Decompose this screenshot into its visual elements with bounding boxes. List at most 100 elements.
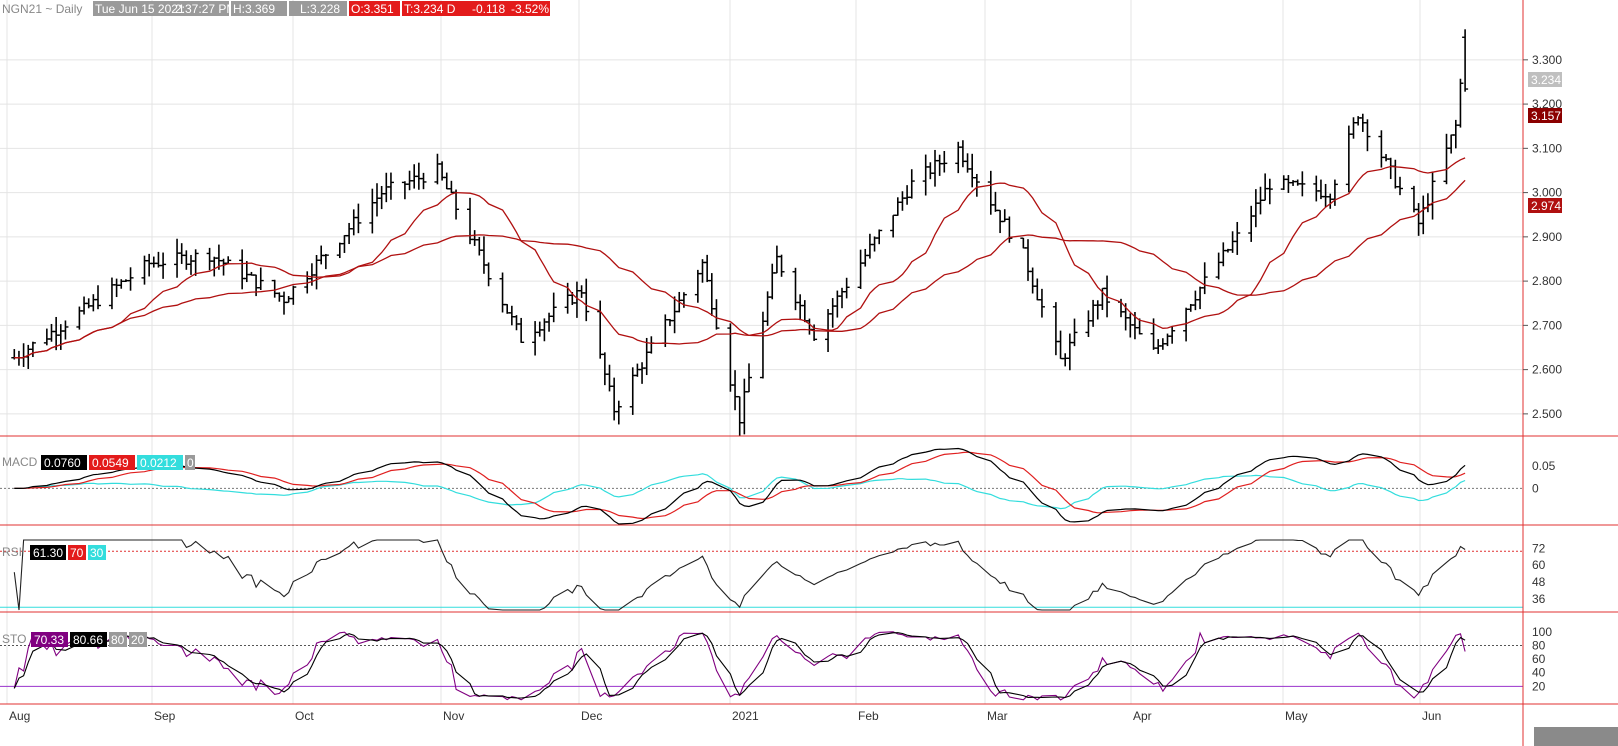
rsi-tick-label: 60 [1532, 558, 1546, 572]
ohlc-bar [1415, 203, 1422, 236]
month-label: 2021 [732, 709, 759, 723]
rsi-tick-label: 72 [1532, 541, 1546, 555]
month-label: Sep [154, 709, 176, 723]
ohlc-bar [1020, 237, 1027, 249]
ohlc-bar [1025, 239, 1031, 281]
scroll-handle[interactable] [1534, 727, 1618, 746]
ohlc-bar [671, 296, 678, 334]
ohlc-bar [973, 173, 980, 197]
month-label: Apr [1133, 709, 1152, 723]
ohlc-bar [471, 230, 478, 246]
ohlc-bar [281, 291, 287, 315]
ohlc-bar [476, 237, 483, 256]
price-tick-label: 2.800 [1532, 274, 1562, 288]
ma-fast-line [14, 157, 1466, 359]
ohlc-bar [713, 299, 720, 330]
ohlc-bar [1443, 133, 1450, 185]
sto-lower-level: 20 [131, 633, 145, 647]
ohlc-bar [211, 256, 218, 277]
ohlc-bar [146, 253, 153, 277]
ohlc-bar [1457, 78, 1464, 128]
ohlc-bar [508, 305, 515, 326]
ma-slow-label: 2.974 [1531, 199, 1561, 213]
ohlc-bar [1410, 185, 1417, 213]
ohlc-bar [1094, 300, 1101, 320]
ohlc-bar [876, 229, 883, 245]
ohlc-bar [513, 315, 520, 331]
ohlc-bar [1038, 288, 1045, 318]
ohlc-bar [206, 247, 213, 271]
macd-panel [0, 447, 1523, 525]
ohlc-bar [434, 153, 441, 185]
sto-d-value: 80.66 [73, 633, 103, 647]
ohlc-bar [160, 252, 167, 279]
macd-signal-line [14, 451, 1466, 520]
ohlc-bar [378, 186, 385, 210]
ohlc-bar [1397, 176, 1403, 196]
ohlc-bar [225, 256, 232, 264]
sto-tick-label: 40 [1532, 666, 1546, 680]
rsi-tick-label: 36 [1532, 592, 1546, 606]
ma-fast-badge: 3.157 [1528, 108, 1562, 123]
time-label: 2:37:27 PM [175, 2, 236, 16]
low-label: L:3.228 [300, 2, 340, 16]
ohlc-bar [829, 298, 836, 328]
ohlc-bar [29, 341, 36, 358]
ohlc-bar [178, 243, 185, 264]
ohlc-bar [959, 140, 966, 168]
ohlc-bar [615, 400, 622, 425]
macd-tick-label: 0.05 [1532, 459, 1556, 473]
ohlc-bar [1364, 119, 1371, 152]
ohlc-bar [443, 172, 450, 190]
ohlc-bar [1392, 159, 1399, 189]
ohlc-bar [1066, 333, 1073, 371]
ohlc-bar [1201, 262, 1208, 295]
ohlc-bar [350, 209, 357, 236]
price-tick-label: 2.700 [1532, 318, 1562, 332]
ohlc-bar [1280, 175, 1287, 191]
ohlc-bar [550, 292, 557, 323]
ohlc-bar [1420, 195, 1427, 235]
ohlc-bar [1424, 193, 1431, 213]
ohlc-bar [1331, 179, 1338, 206]
ohlc-bar [243, 261, 250, 283]
ohlc-bar [1299, 171, 1306, 197]
ohlc-bar [90, 294, 97, 312]
ohlc-bar [1429, 171, 1436, 220]
month-label: Oct [295, 709, 314, 723]
ohlc-bar [183, 250, 190, 270]
ohlc-bar [834, 290, 841, 318]
sto-d-line [13, 632, 1466, 699]
ohlc-bar [894, 197, 901, 216]
moving-averages [14, 157, 1466, 359]
ohlc-bar [48, 323, 55, 342]
ohlc-bar [387, 172, 394, 200]
month-label: May [1285, 709, 1308, 723]
ohlc-bar [857, 249, 864, 289]
ohlc-bar [518, 317, 525, 344]
ohlc-bar [1252, 189, 1259, 228]
ohlc-bar [239, 249, 246, 290]
ohlc-bar [704, 254, 711, 283]
ohlc-bar [862, 248, 869, 267]
sto-tick-label: 80 [1532, 638, 1546, 652]
ohlc-bar [1029, 267, 1036, 294]
ohlc-bar [253, 274, 260, 297]
ohlc-bar [499, 272, 506, 313]
ohlc-bar [773, 245, 780, 274]
ohlc-bar [629, 367, 636, 415]
ohlc-bar [801, 300, 808, 323]
ohlc-bar [453, 189, 460, 220]
ohlc-bar [1387, 157, 1394, 180]
ohlc-bar [95, 285, 101, 310]
grid-lines [0, 0, 1523, 704]
rsi-tick-label: 48 [1532, 575, 1546, 589]
ohlc-bar [811, 324, 818, 341]
ohlc-bar [890, 214, 897, 238]
ohlc-bar [1057, 330, 1064, 360]
ohlc-bar [736, 395, 743, 436]
ohlc-bar [941, 151, 948, 173]
